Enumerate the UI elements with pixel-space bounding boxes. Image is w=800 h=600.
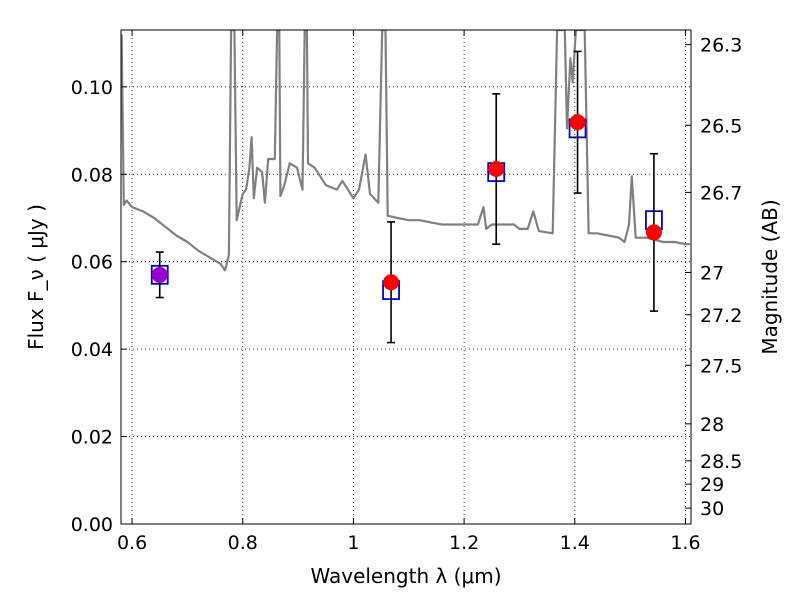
magnitude-tick-label: 28 (700, 414, 724, 436)
observed-point (488, 161, 505, 178)
magnitude-tick-label: 26.3 (700, 35, 742, 57)
x-axis-label: Wavelength λ (μm) (310, 564, 501, 588)
x-axis-ticks: 0.6 0.8 1 1.2 1.4 1.6 (117, 30, 701, 554)
magnitude-tick-label: 30 (700, 498, 724, 520)
y-axis-label: Flux F_ν ( μJy ) (24, 204, 48, 350)
x-tick-label: 1 (347, 532, 359, 554)
magnitude-tick-label: 27 (700, 262, 724, 284)
observed-point (151, 266, 168, 283)
observed-point (645, 224, 662, 241)
y-tick-label: 0.00 (71, 514, 113, 536)
y-tick-label: 0.04 (71, 339, 113, 361)
y-tick-label: 0.06 (71, 252, 113, 274)
plot-background (121, 30, 691, 524)
x-tick-label: 1.4 (560, 532, 590, 554)
observed-point (569, 114, 586, 131)
observed-point (383, 274, 400, 291)
magnitude-tick-label: 26.5 (700, 115, 742, 137)
model-sed-series (121, 30, 690, 272)
x-tick-label: 1.2 (449, 532, 479, 554)
y-tick-label: 0.02 (71, 427, 113, 449)
y-tick-label: 0.08 (71, 164, 113, 186)
y-tick-label: 0.10 (71, 77, 113, 99)
observed-photometry-series (151, 114, 662, 291)
magnitude-tick-label: 26.7 (700, 182, 742, 204)
magnitude-tick-label: 28.5 (700, 451, 742, 473)
magnitude-tick-label: 29 (700, 474, 724, 496)
magnitude-axis-label: Magnitude (AB) (758, 199, 782, 354)
magnitude-tick-label: 27.5 (700, 355, 742, 377)
x-tick-label: 0.6 (117, 532, 147, 554)
x-tick-label: 1.6 (670, 532, 700, 554)
x-tick-label: 0.8 (228, 532, 258, 554)
plot-frame (120, 29, 692, 525)
model-sed-line (121, 30, 690, 272)
magnitude-tick-label: 27.2 (700, 305, 742, 327)
y-axis-ticks: 0.00 0.02 0.04 0.06 0.08 0.10 (71, 77, 127, 536)
